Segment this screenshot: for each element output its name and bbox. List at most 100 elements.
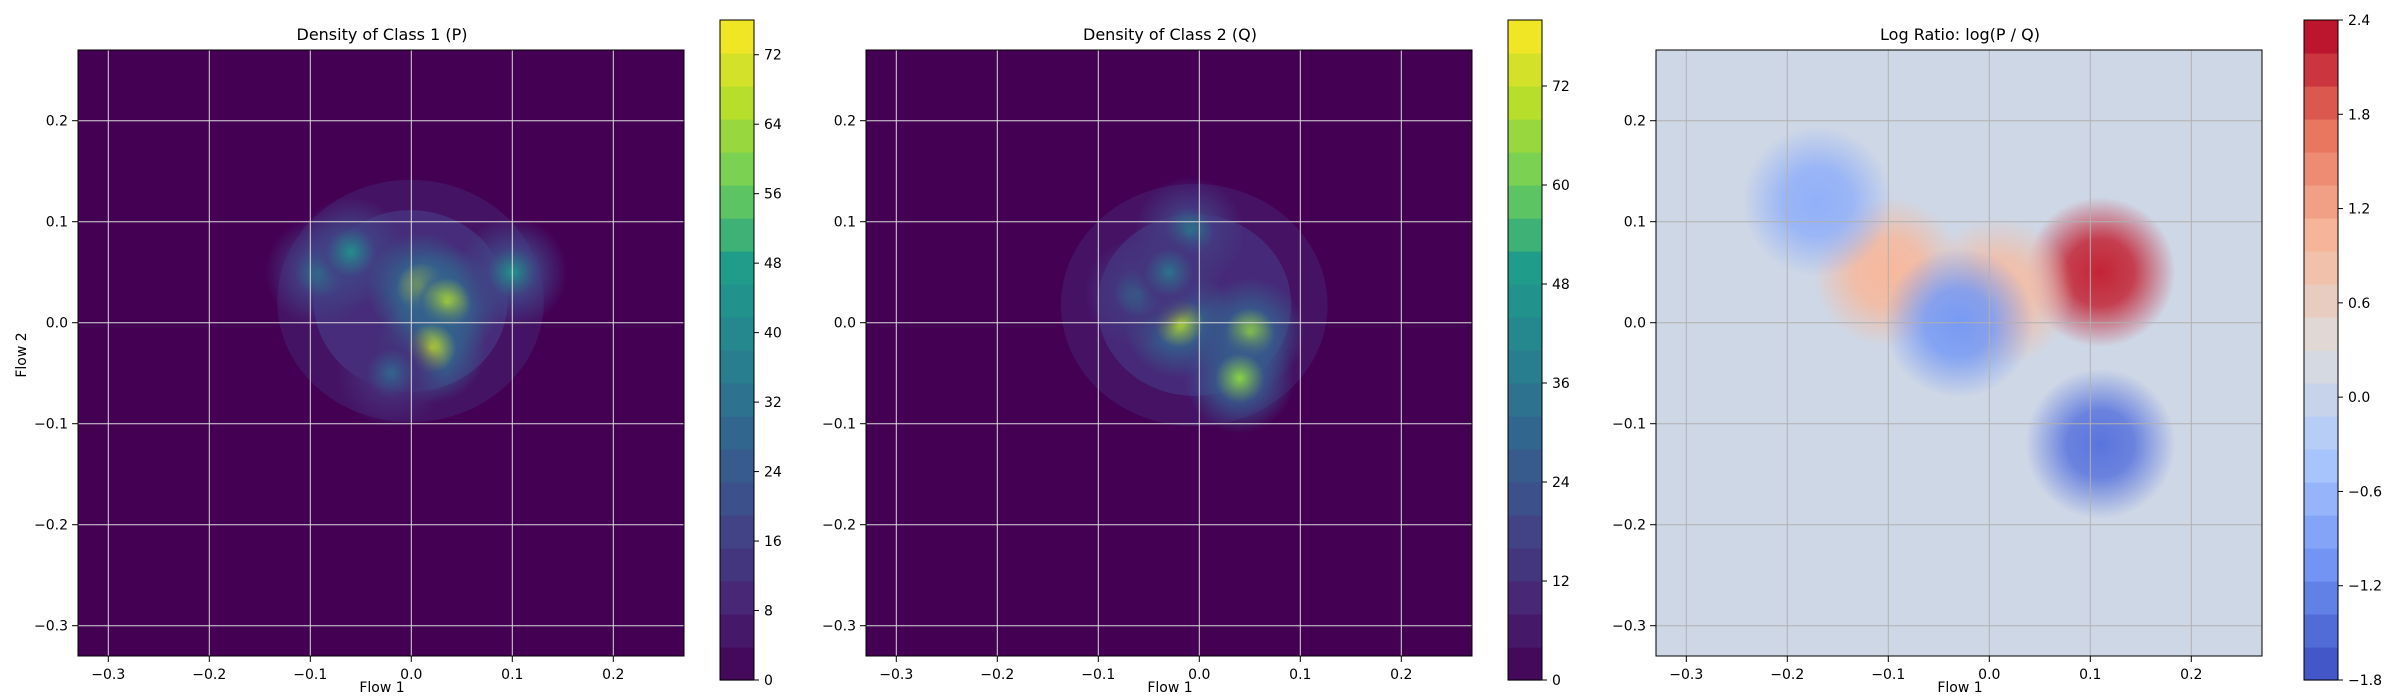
colorbar-band: [2304, 53, 2338, 87]
x-tick-label: 0.1: [501, 667, 523, 683]
colorbar-band: [1508, 383, 1542, 417]
colorbar-band: [720, 185, 754, 219]
colorbar-band: [2304, 416, 2338, 450]
y-tick-label: 0.0: [1624, 316, 1646, 332]
colorbar-tick-label: 24: [1552, 475, 1570, 491]
colorbar: −1.8 −1.2 −0.6 0.0 0.6 1.2 1.8 2.4: [2303, 13, 2382, 689]
colorbar-band: [720, 86, 754, 120]
colorbar-band: [2304, 251, 2338, 285]
colorbar-tick-label: 1.8: [2348, 107, 2370, 123]
panel-log-ratio: Log Ratio: log(P / Q) −0.3 −0.2 −0.1 0.0 0.1…: [1612, 13, 2382, 696]
colorbar-band: [720, 152, 754, 186]
colorbar-band: [1508, 350, 1542, 384]
colorbar-tick-label: −0.6: [2348, 484, 2382, 500]
y-tick-label: −0.3: [822, 619, 856, 635]
y-axis-label: Flow 2: [14, 332, 30, 377]
x-tick-label: 0.1: [1289, 667, 1311, 683]
colorbar-band: [1508, 515, 1542, 549]
colorbar-tick-label: 40: [764, 326, 782, 342]
x-tick-label: 0.0: [400, 667, 422, 683]
y-tick-label: 0.2: [834, 114, 856, 130]
colorbar-tick-label: 72: [1552, 79, 1570, 95]
colorbar-tick-label: 32: [764, 395, 782, 411]
colorbar-tick-label: 8: [764, 604, 773, 620]
density-peak: [1114, 217, 1224, 328]
colorbar-band: [1508, 20, 1542, 54]
heatmap-field: [78, 50, 684, 656]
colorbar-tick-label: 24: [764, 465, 782, 481]
colorbar-tick-label: 0.6: [2348, 296, 2370, 312]
colorbar-tick-label: 48: [764, 256, 782, 272]
colorbar-band: [2304, 218, 2338, 252]
x-tick-label: 0.2: [1390, 667, 1412, 683]
colorbar-band: [1508, 53, 1542, 87]
colorbar-band: [720, 482, 754, 516]
y-tick-label: 0.1: [46, 215, 68, 231]
colorbar-tick-label: 0.0: [2348, 390, 2370, 406]
colorbar-band: [1508, 416, 1542, 450]
x-tick-label: −0.1: [293, 667, 327, 683]
colorbar-band: [2304, 383, 2338, 417]
panel-density-q: Density of Class 2 (Q) −0.3 −0.2 −0.1 0.0 0.…: [822, 19, 1570, 696]
heatmap-field: [1656, 50, 2262, 656]
colorbar-frame: [1507, 19, 1543, 681]
colorbar: 0 12 24 36 48 60 72: [1507, 19, 1570, 689]
colorbar-band: [720, 416, 754, 450]
colorbar-band: [1508, 548, 1542, 582]
y-tick-label: 0.0: [834, 316, 856, 332]
colorbar-band: [2304, 515, 2338, 549]
x-tick-label: 0.2: [2180, 667, 2202, 683]
x-tick-label: −0.3: [879, 667, 913, 683]
colorbar-band: [720, 218, 754, 252]
axes-frame: [865, 49, 1473, 657]
colorbar-band: [720, 449, 754, 483]
colorbar-band: [720, 284, 754, 318]
colorbar-band: [2304, 548, 2338, 582]
y-tick-label: 0.1: [834, 215, 856, 231]
panel-density-p: Density of Class 1 (P) −0.3 −0.2 −0.1 0.0 0.…: [14, 19, 782, 696]
y-tick-label: −0.1: [1612, 417, 1646, 433]
colorbar-tick-label: 56: [764, 187, 782, 203]
colorbar-band: [1508, 317, 1542, 351]
colorbar-band: [720, 581, 754, 615]
colorbar-band: [720, 251, 754, 285]
chart-title: Density of Class 1 (P): [297, 25, 468, 44]
axes-frame: [1655, 49, 2263, 657]
colorbar-band: [720, 20, 754, 54]
y-tick-label: 0.2: [1624, 114, 1646, 130]
y-tick-label: 0.1: [1624, 215, 1646, 231]
colorbar-band: [2304, 581, 2338, 615]
colorbar-band: [720, 317, 754, 351]
colorbar-band: [720, 647, 754, 681]
colorbar-tick-label: 36: [1552, 376, 1570, 392]
heatmap-field: [866, 50, 1472, 656]
y-tick-label: −0.2: [1612, 518, 1646, 534]
x-tick-label: −0.3: [1669, 667, 1703, 683]
colorbar-band: [720, 614, 754, 648]
colorbar-tick-label: 2.4: [2348, 13, 2370, 29]
y-tick-label: 0.0: [46, 316, 68, 332]
density-peak: [336, 318, 447, 429]
colorbar-band: [2304, 152, 2338, 186]
density-peak: [1184, 323, 1295, 434]
x-tick-label: −0.2: [980, 667, 1014, 683]
x-axis-label: Flow 1: [1147, 680, 1192, 696]
colorbar-band: [1508, 119, 1542, 153]
x-tick-label: 0.0: [1188, 667, 1210, 683]
colorbar-band: [2304, 119, 2338, 153]
colorbar-band: [1508, 218, 1542, 252]
colorbar-band: [2304, 20, 2338, 54]
colorbar-frame: [719, 19, 755, 681]
colorbar-band: [2304, 284, 2338, 318]
x-tick-label: −0.3: [91, 667, 125, 683]
colorbar-band: [1508, 152, 1542, 186]
colorbar-band: [1508, 185, 1542, 219]
colorbar-band: [720, 119, 754, 153]
colorbar-tick-label: 1.2: [2348, 202, 2370, 218]
colorbar-band: [2304, 614, 2338, 648]
colorbar: 0 8 16 24 32 40 48 56 64 72: [719, 19, 782, 689]
colorbar-band: [2304, 317, 2338, 351]
density-peak: [2025, 368, 2176, 519]
colorbar-tick-label: 0: [764, 673, 773, 689]
x-tick-label: 0.0: [1978, 667, 2000, 683]
